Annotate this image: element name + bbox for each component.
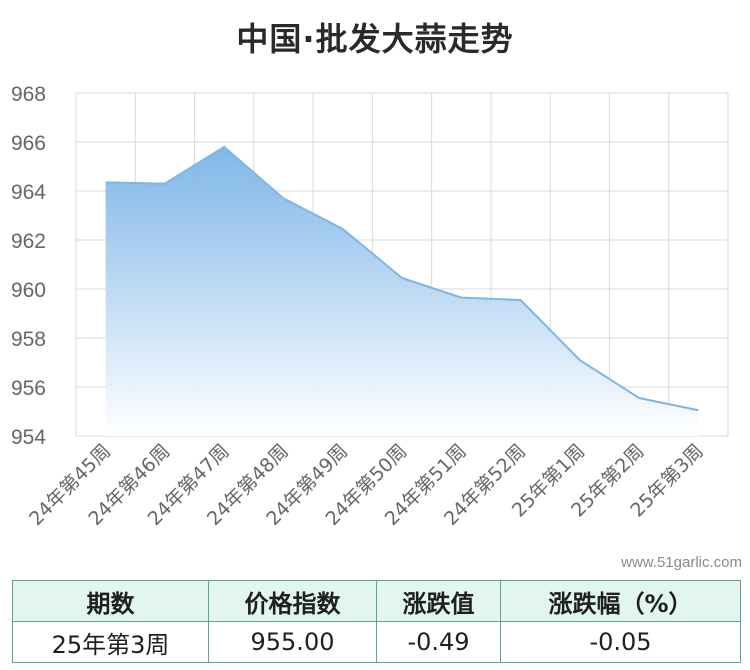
x-axis-ticks: 24年第45周24年第46周24年第47周24年第48周24年第49周24年第5…	[25, 440, 708, 530]
stats-data-row: 25年第3周 955.00 -0.49 -0.05	[12, 621, 741, 663]
y-tick-label: 968	[11, 83, 46, 106]
area-series	[105, 145, 699, 436]
y-tick-label: 958	[11, 328, 46, 351]
header-period: 期数	[12, 580, 209, 622]
y-axis-ticks: 954 956 958 960 962 964 966 968	[11, 83, 46, 449]
header-change-percent: 涨跌幅（%）	[500, 580, 741, 622]
cell-period: 25年第3周	[12, 621, 209, 663]
watermark: www.51garlic.com	[621, 554, 742, 571]
y-tick-label: 964	[11, 181, 46, 204]
y-tick-label: 956	[11, 377, 46, 400]
stats-header-row: 期数 价格指数 涨跌值 涨跌幅（%）	[12, 580, 741, 622]
header-price-index: 价格指数	[208, 580, 377, 622]
y-tick-label: 954	[11, 426, 46, 449]
chart-title: 中国·批发大蒜走势	[236, 20, 514, 58]
cell-change-percent: -0.05	[500, 621, 741, 663]
cell-price-index: 955.00	[208, 621, 377, 663]
y-tick-label: 960	[11, 279, 46, 302]
area-fill	[105, 146, 699, 436]
cell-change-value: -0.49	[376, 621, 501, 663]
area-chart: 954 956 958 960 962 964 966 968 24年第45周24年第46周2…	[11, 83, 729, 530]
header-change-value: 涨跌值	[376, 580, 501, 622]
y-tick-label: 966	[11, 132, 46, 155]
stats-table: 期数 价格指数 涨跌值 涨跌幅（%） 25年第3周 955.00 -0.49 -…	[12, 580, 741, 663]
y-tick-label: 962	[11, 230, 46, 253]
